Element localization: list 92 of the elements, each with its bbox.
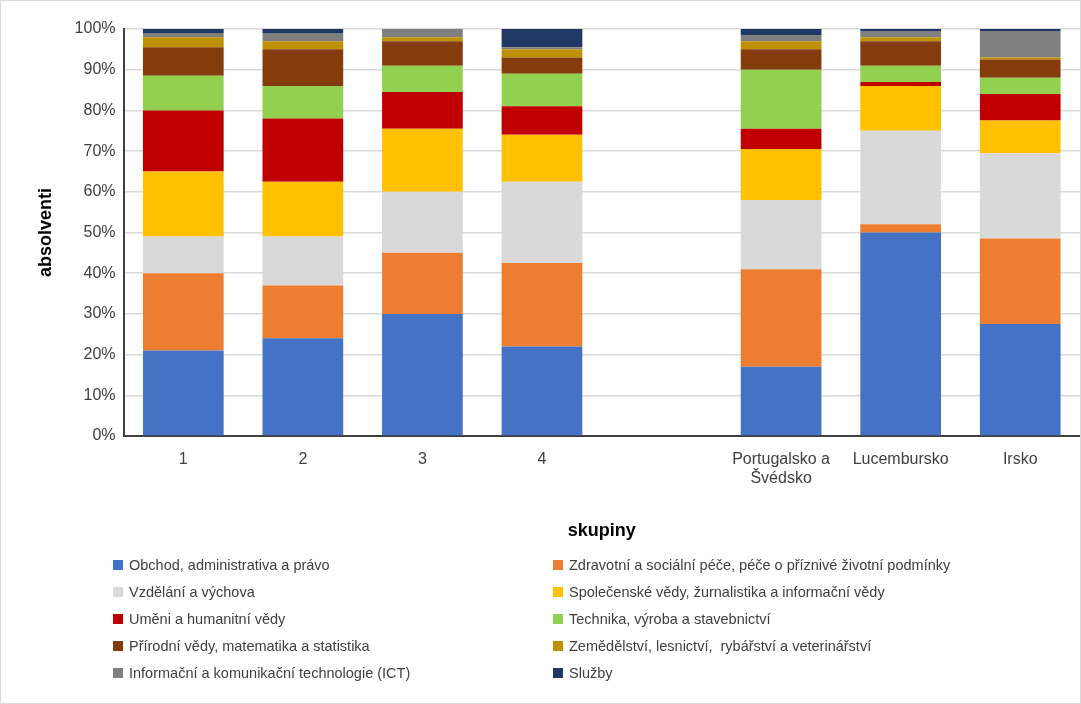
x-tick-label: 3 (417, 450, 427, 468)
bar (501, 57, 583, 74)
legend-label: Informační a komunikační technologie (ICT) (129, 665, 411, 681)
bar (142, 37, 224, 48)
bar (860, 41, 942, 66)
bar (262, 118, 344, 182)
y-tick-label: 70% (83, 141, 116, 159)
x-axis-title: skupiny (567, 520, 636, 541)
bar (262, 338, 344, 436)
bar (501, 29, 583, 48)
bar (382, 29, 463, 38)
bar (979, 94, 1061, 121)
bar (501, 106, 583, 135)
legend-label: Společenské vědy, žurnalistika a informační vědy (569, 584, 885, 600)
bar (979, 57, 1061, 60)
x-tick-label: 4 (537, 450, 547, 468)
bar (860, 232, 942, 436)
bar (262, 41, 344, 50)
bar (740, 149, 822, 200)
y-tick-label: 50% (83, 222, 116, 240)
legend-label: Uměni a humanitní vědy (129, 611, 286, 627)
bar (382, 313, 463, 436)
bar (262, 85, 344, 119)
y-tick-label: 60% (83, 182, 116, 200)
legend-label: Technika, výroba a stavebnictví (569, 611, 771, 627)
y-tick-label: 0% (92, 426, 116, 444)
x-tick-label: Portugalsko a Švédsko (732, 450, 831, 487)
bar (740, 49, 822, 70)
y-tick-label: 20% (83, 345, 116, 363)
y-tick-label: 90% (83, 60, 116, 78)
bar (382, 92, 463, 129)
bar (382, 41, 463, 66)
bar (501, 134, 583, 182)
legend-label: Přírodní vědy, matematika a statistika (129, 638, 370, 654)
bar (979, 29, 1061, 32)
bar (860, 31, 942, 38)
x-tick-label: 2 (298, 450, 308, 468)
y-tick-label: 80% (83, 100, 116, 118)
bar (142, 75, 224, 111)
legend-label: Služby (569, 665, 613, 681)
bar (979, 31, 1061, 58)
legend-label: Obchod, administrativa a právo (129, 557, 330, 573)
bar (262, 33, 344, 42)
bar (142, 171, 224, 237)
legend-label: Zemědělství, lesnictví, rybářství a veterinářství (569, 638, 872, 654)
bar (979, 324, 1061, 436)
y-tick-label: 100% (74, 19, 116, 37)
bar (142, 33, 224, 38)
bar (740, 69, 822, 129)
bar (860, 37, 942, 42)
y-tick-label: 40% (83, 263, 116, 281)
bar (740, 366, 822, 436)
bar (262, 49, 344, 86)
bar (501, 346, 583, 436)
bar (979, 77, 1061, 95)
bar (142, 110, 224, 172)
bar (501, 263, 583, 347)
bar (501, 47, 583, 50)
y-tick-label: 30% (83, 304, 116, 322)
bar (979, 120, 1061, 154)
legend-label: Zdravotní a sociální péče, péče o příznivé životní podmínky (569, 557, 951, 573)
bar (860, 65, 942, 82)
bar (142, 273, 224, 351)
bar (860, 85, 942, 131)
bar (382, 37, 463, 42)
bar (501, 49, 583, 58)
bar (740, 29, 822, 36)
bar (142, 350, 224, 436)
bar (262, 29, 344, 34)
x-tick-label: Lucembursko (852, 450, 949, 468)
bar (860, 81, 942, 86)
legend-label: Vzdělání a výchova (129, 584, 255, 600)
x-tick-label: 1 (178, 450, 188, 468)
bar (142, 47, 224, 76)
bar (142, 29, 224, 34)
bar (740, 41, 822, 50)
bar (740, 269, 822, 367)
bar (979, 59, 1061, 78)
bar (860, 224, 942, 233)
bar (501, 73, 583, 107)
y-tick-label: 10% (83, 385, 116, 403)
bar (740, 128, 822, 150)
x-tick-label: Irsko (1002, 450, 1038, 468)
bar (382, 128, 463, 192)
bar (979, 238, 1061, 325)
bar (860, 29, 942, 32)
bar (262, 181, 344, 237)
bar (382, 65, 463, 93)
bar (382, 252, 463, 314)
bar (740, 35, 822, 42)
y-axis-title: absolventi (34, 187, 55, 278)
bar (262, 285, 344, 339)
